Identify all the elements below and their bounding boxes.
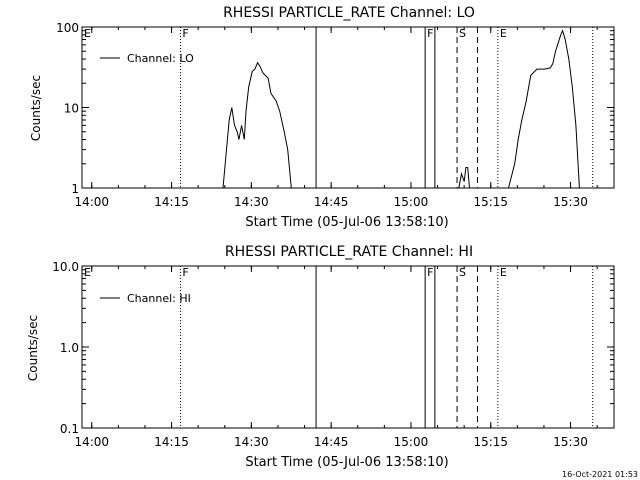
panel-hi-xlabel: Start Time (05-Jul-06 13:58:10) xyxy=(245,455,448,470)
lo-marker-label: E xyxy=(500,27,507,40)
hi-plot-frame xyxy=(81,265,615,429)
hi-y-tick-label: 0.1 xyxy=(60,422,79,436)
panel-hi-plot: 14:00 14:15 14:30 14:45 15:00 15:15 15:30 0.1 1.… xyxy=(52,260,615,449)
lo-marker-label: E xyxy=(84,27,91,40)
lo-x-tick-label: 15:30 xyxy=(553,195,588,209)
hi-x-tick-label: 14:00 xyxy=(74,435,109,449)
hi-x-tick-label: 14:30 xyxy=(234,435,269,449)
footer-timestamp: 16-Oct-2021 01:53 xyxy=(562,470,638,479)
lo-x-tick-label: 14:15 xyxy=(154,195,189,209)
panel-lo-title: RHESSI PARTICLE_RATE Channel: LO xyxy=(223,5,475,21)
lo-y-tick-label: 10 xyxy=(64,102,79,116)
lo-marker-label: S xyxy=(459,27,466,40)
panel-lo-plot: 14:00 14:15 14:30 14:45 15:00 15:15 15:30 1 10 10… xyxy=(56,21,615,209)
lo-x-tick-label: 15:00 xyxy=(394,195,429,209)
hi-y-tick-label: 10.0 xyxy=(52,260,79,274)
lo-marker-label: F xyxy=(182,27,188,40)
panel-hi-title: RHESSI PARTICLE_RATE Channel: HI xyxy=(225,244,473,260)
hi-marker-label: E xyxy=(500,266,507,279)
lo-x-tick-label: 14:00 xyxy=(74,195,109,209)
hi-x-tick-label: 15:15 xyxy=(473,435,508,449)
lo-marker-label: F xyxy=(427,27,433,40)
hi-marker-label: S xyxy=(459,266,466,279)
hi-x-tick-label: 14:15 xyxy=(154,435,189,449)
hi-x-tick-label: 15:00 xyxy=(394,435,429,449)
lo-series-line xyxy=(222,61,292,189)
lo-y-tick-label: 100 xyxy=(56,21,79,35)
panel-hi: RHESSI PARTICLE_RATE Channel: HI Start T… xyxy=(26,244,615,470)
hi-y-tick-label: 1.0 xyxy=(60,341,79,355)
lo-x-tick-label: 15:15 xyxy=(473,195,508,209)
lo-x-tick-label: 14:45 xyxy=(314,195,349,209)
lo-series-line xyxy=(508,29,580,189)
hi-legend-label: Channel: HI xyxy=(127,292,191,305)
hi-marker-label: F xyxy=(182,266,188,279)
lo-x-tick-label: 14:30 xyxy=(234,195,269,209)
hi-x-tick-label: 14:45 xyxy=(314,435,349,449)
lo-legend-label: Channel: LO xyxy=(127,52,194,65)
lo-y-tick-label: 1 xyxy=(71,182,79,196)
hi-x-tick-label: 15:30 xyxy=(553,435,588,449)
panel-lo-xlabel: Start Time (05-Jul-06 13:58:10) xyxy=(245,215,448,230)
panel-lo: RHESSI PARTICLE_RATE Channel: LO Start T… xyxy=(29,5,615,230)
hi-marker-label: F xyxy=(427,266,433,279)
panel-hi-ylabel: Counts/sec xyxy=(26,315,40,381)
panel-lo-ylabel: Counts/sec xyxy=(29,75,43,141)
hi-marker-label: E xyxy=(84,266,91,279)
lo-series-line xyxy=(458,167,470,189)
